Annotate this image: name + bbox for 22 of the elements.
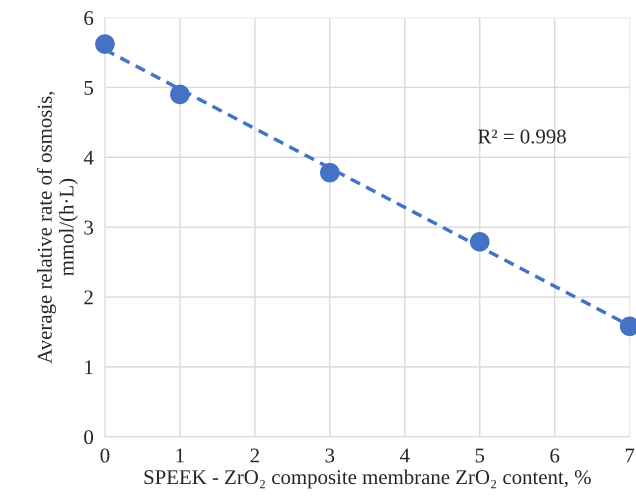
- x-tick-label: 6: [550, 448, 560, 463]
- x-tick-label: 0: [100, 448, 110, 463]
- y-tick-label: 1: [85, 360, 93, 374]
- x-tick-label: 5: [476, 448, 484, 463]
- y-axis-title: Average relative rate of osmosis, mmol/(h·L): [36, 92, 78, 364]
- y-tick-label: 2: [84, 290, 93, 304]
- y-tick-label: 4: [84, 150, 94, 165]
- point: [95, 34, 115, 54]
- point: [320, 162, 340, 182]
- x-tick-label: 7: [626, 448, 634, 462]
- point: [170, 84, 190, 104]
- x-tick-label: 1: [176, 448, 184, 462]
- y-tick-label: 5: [84, 81, 94, 95]
- point: [470, 232, 490, 252]
- annotation: R² = 0.998: [478, 129, 566, 144]
- x-tick-label: 3: [326, 448, 334, 463]
- x-tick-label: 2: [250, 448, 259, 462]
- x-axis-title: SPEEK - ZrO₂ composite membrane ZrO₂ content, %: [144, 470, 591, 488]
- y-tick-label: 6: [84, 11, 94, 26]
- y-tick-label: 3: [84, 220, 94, 235]
- y-tick-label: 0: [84, 430, 94, 444]
- x-tick-label: 4: [400, 448, 410, 462]
